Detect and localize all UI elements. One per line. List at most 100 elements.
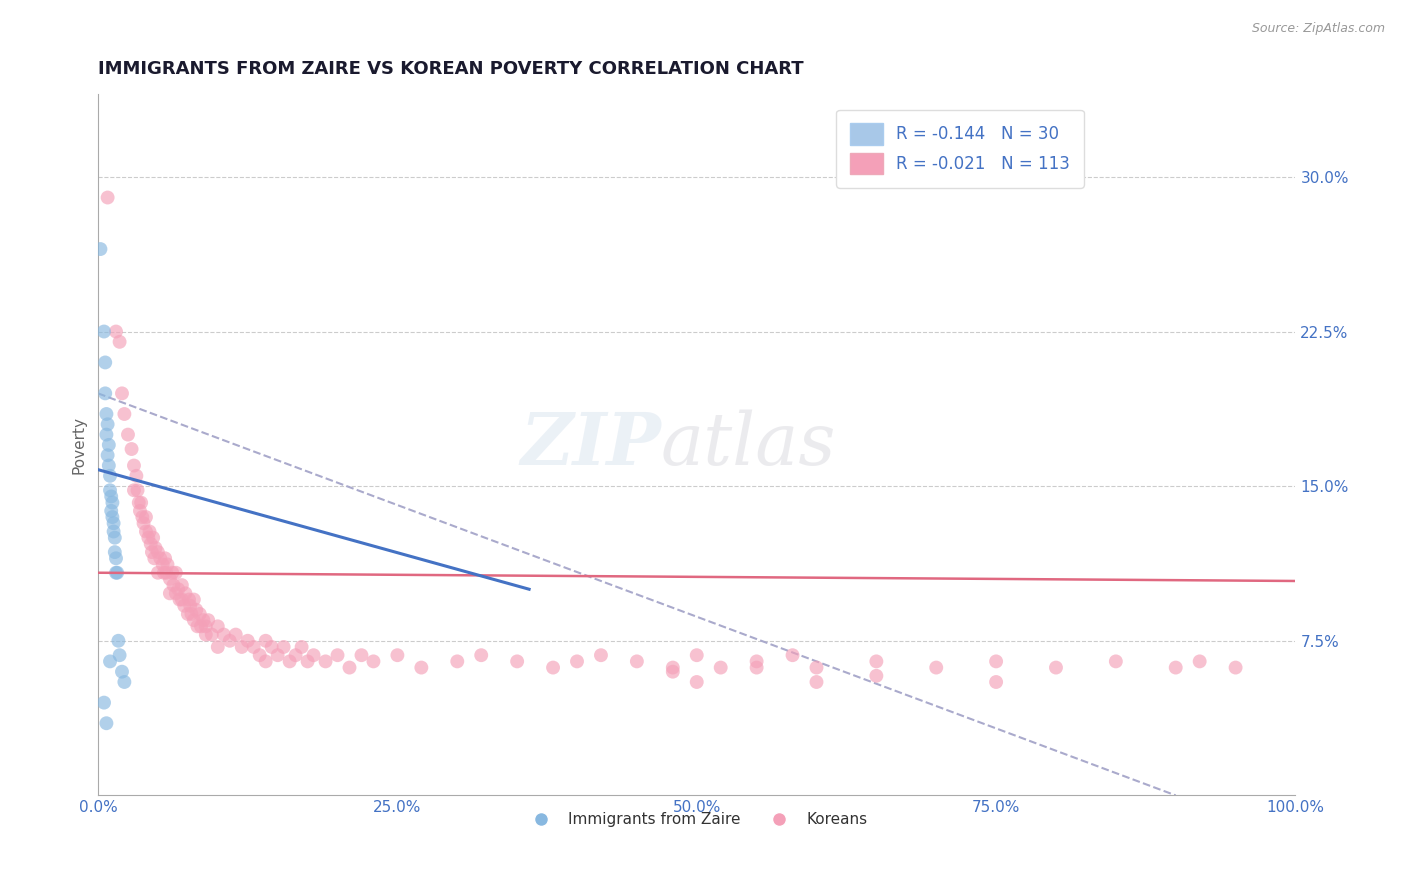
Koreans: [177, 607, 200, 621]
Koreans: [122, 458, 145, 473]
Immigrants from Zaire: [105, 551, 128, 566]
Immigrants from Zaire: [97, 448, 120, 462]
Koreans: [207, 619, 229, 633]
Koreans: [135, 524, 157, 539]
Immigrants from Zaire: [100, 504, 122, 518]
Immigrants from Zaire: [97, 438, 120, 452]
Y-axis label: Poverty: Poverty: [72, 416, 86, 474]
Koreans: [143, 551, 166, 566]
Koreans: [302, 648, 325, 663]
Immigrants from Zaire: [104, 545, 127, 559]
Immigrants from Zaire: [97, 417, 120, 432]
Koreans: [626, 654, 648, 668]
Koreans: [122, 483, 145, 498]
Koreans: [350, 648, 373, 663]
Koreans: [159, 586, 181, 600]
Koreans: [105, 325, 128, 339]
Koreans: [984, 675, 1007, 690]
Koreans: [180, 607, 202, 621]
Koreans: [541, 660, 564, 674]
Immigrants from Zaire: [94, 386, 117, 401]
Koreans: [278, 654, 301, 668]
Immigrants from Zaire: [104, 531, 127, 545]
Immigrants from Zaire: [97, 458, 120, 473]
Koreans: [231, 640, 253, 654]
Immigrants from Zaire: [93, 696, 115, 710]
Koreans: [745, 660, 768, 674]
Koreans: [141, 545, 163, 559]
Koreans: [162, 566, 184, 580]
Koreans: [149, 551, 172, 566]
Koreans: [411, 660, 433, 674]
Immigrants from Zaire: [108, 648, 131, 663]
Koreans: [179, 599, 201, 613]
Immigrants from Zaire: [105, 566, 128, 580]
Koreans: [138, 524, 160, 539]
Koreans: [194, 619, 217, 633]
Koreans: [139, 537, 162, 551]
Koreans: [686, 648, 709, 663]
Koreans: [170, 592, 193, 607]
Koreans: [111, 386, 134, 401]
Immigrants from Zaire: [96, 716, 118, 731]
Immigrants from Zaire: [89, 242, 111, 256]
Immigrants from Zaire: [101, 510, 124, 524]
Immigrants from Zaire: [94, 355, 117, 369]
Koreans: [112, 407, 135, 421]
Koreans: [782, 648, 804, 663]
Koreans: [284, 648, 307, 663]
Koreans: [470, 648, 492, 663]
Koreans: [201, 627, 224, 641]
Koreans: [1045, 660, 1067, 674]
Koreans: [165, 566, 187, 580]
Koreans: [186, 619, 208, 633]
Koreans: [326, 648, 349, 663]
Text: Source: ZipAtlas.com: Source: ZipAtlas.com: [1251, 22, 1385, 36]
Koreans: [1164, 660, 1187, 674]
Immigrants from Zaire: [107, 633, 129, 648]
Koreans: [153, 566, 176, 580]
Koreans: [1105, 654, 1128, 668]
Koreans: [565, 654, 588, 668]
Legend: Immigrants from Zaire, Koreans: Immigrants from Zaire, Koreans: [520, 806, 875, 833]
Koreans: [156, 558, 179, 572]
Koreans: [127, 483, 149, 498]
Koreans: [865, 669, 887, 683]
Text: atlas: atlas: [661, 409, 837, 480]
Koreans: [155, 566, 177, 580]
Koreans: [135, 510, 157, 524]
Koreans: [297, 654, 319, 668]
Immigrants from Zaire: [100, 490, 122, 504]
Koreans: [218, 633, 240, 648]
Koreans: [169, 592, 191, 607]
Koreans: [129, 504, 152, 518]
Koreans: [291, 640, 314, 654]
Immigrants from Zaire: [98, 483, 121, 498]
Koreans: [186, 603, 208, 617]
Koreans: [188, 607, 211, 621]
Koreans: [159, 572, 181, 586]
Koreans: [183, 613, 205, 627]
Koreans: [97, 190, 120, 204]
Koreans: [108, 334, 131, 349]
Koreans: [249, 648, 271, 663]
Koreans: [167, 582, 190, 597]
Immigrants from Zaire: [96, 427, 118, 442]
Koreans: [254, 654, 277, 668]
Koreans: [152, 558, 174, 572]
Koreans: [260, 640, 283, 654]
Koreans: [117, 427, 139, 442]
Immigrants from Zaire: [112, 675, 135, 690]
Koreans: [146, 545, 169, 559]
Koreans: [193, 613, 215, 627]
Koreans: [662, 660, 685, 674]
Immigrants from Zaire: [101, 495, 124, 509]
Koreans: [165, 586, 187, 600]
Koreans: [121, 442, 143, 456]
Koreans: [745, 654, 768, 668]
Immigrants from Zaire: [111, 665, 134, 679]
Koreans: [865, 654, 887, 668]
Immigrants from Zaire: [103, 524, 125, 539]
Koreans: [197, 613, 219, 627]
Koreans: [212, 627, 235, 641]
